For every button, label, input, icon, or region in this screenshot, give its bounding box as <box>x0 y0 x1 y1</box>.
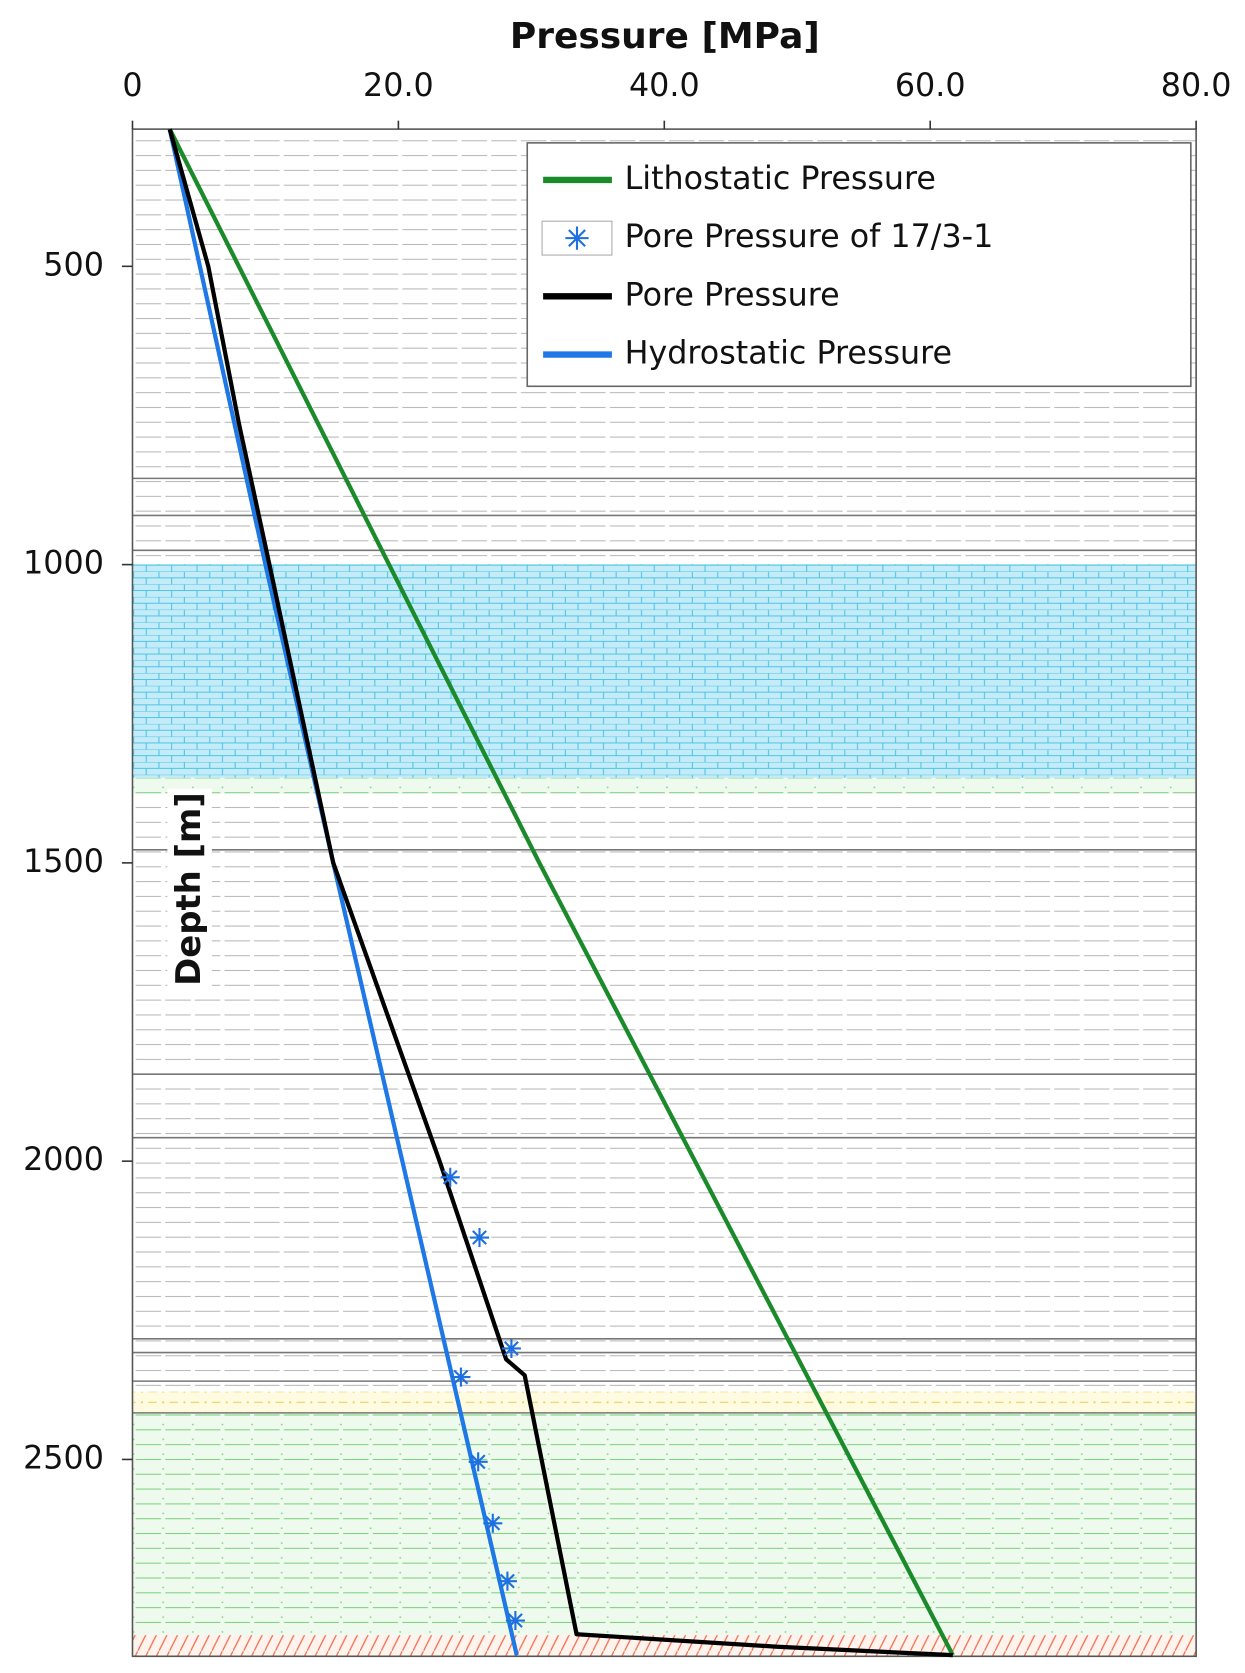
x-tick-label: 80.0 <box>1161 68 1232 104</box>
shale-layer <box>132 794 1196 1392</box>
green-shale-layer <box>132 1413 1196 1635</box>
marker <box>506 1611 525 1630</box>
y-tick-label: 1000 <box>23 546 104 582</box>
y-axis-label-box: Depth [m] <box>167 788 211 989</box>
legend: Lithostatic Pressure Pore Pressure of 17/… <box>527 143 1191 386</box>
axis-title: Pressure [MPa] <box>510 16 820 57</box>
y-tick-label: 2000 <box>23 1142 104 1178</box>
y-tick-label: 500 <box>43 247 104 283</box>
legend-label: Pore Pressure <box>625 277 840 313</box>
marker <box>451 1368 470 1387</box>
marker <box>565 226 588 249</box>
x-tick-label: 60.0 <box>895 68 966 104</box>
legend-label: Pore Pressure of 17/3-1 <box>625 219 994 255</box>
sand-layer <box>132 1392 1196 1413</box>
x-tick-label: 0 <box>122 68 142 104</box>
x-tick-label: 20.0 <box>363 68 434 104</box>
legend-label: Hydrostatic Pressure <box>625 336 952 372</box>
y-axis-title: Depth [m] <box>169 792 208 986</box>
y-tick-label: 1500 <box>23 844 104 880</box>
green-shale-layer <box>132 778 1196 794</box>
page: {"chart_data": { "type": "line", "title"… <box>0 0 1245 1669</box>
legend-label: Lithostatic Pressure <box>625 161 936 197</box>
marker <box>470 1228 489 1247</box>
x-tick-label: 40.0 <box>629 68 700 104</box>
y-tick-label: 2500 <box>23 1440 104 1476</box>
chart: Pressure [MPa] Depth [m] Lithostatic Pre… <box>0 0 1245 1669</box>
